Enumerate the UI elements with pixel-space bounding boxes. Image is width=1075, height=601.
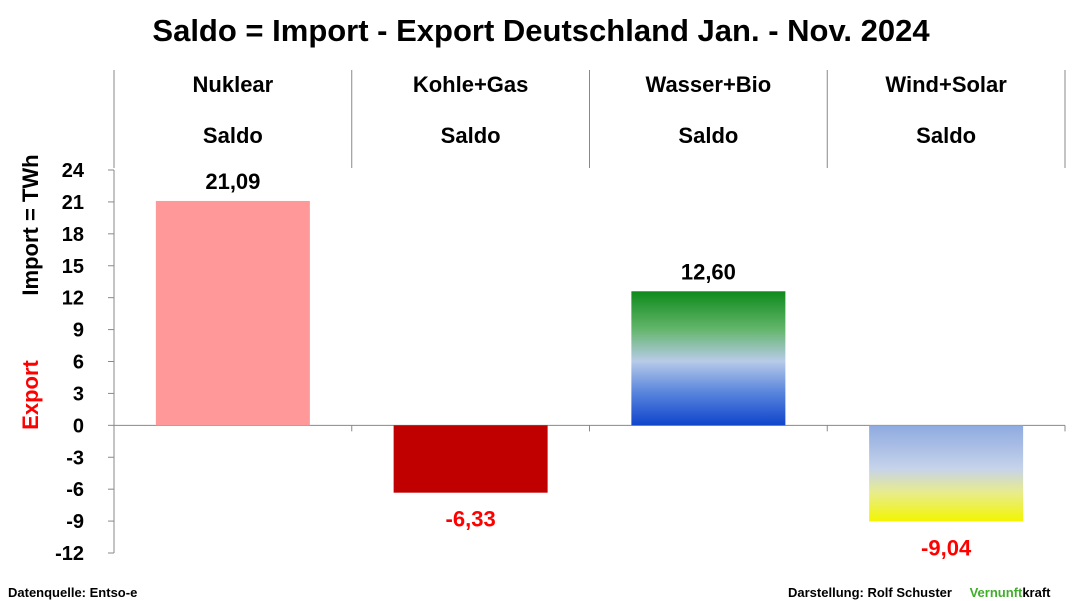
- y-tick-label: -12: [55, 543, 84, 565]
- y-tick-label: 0: [73, 415, 84, 437]
- y-tick-label: 18: [62, 224, 84, 246]
- y-tick-label: -3: [66, 447, 84, 469]
- y-axis-label-export: Export: [18, 359, 43, 429]
- y-axis: 24 21 18 15 12 9 6 3 0 -3 -6 -9 -12: [55, 160, 1066, 565]
- category-subheader: Saldo: [203, 123, 263, 148]
- footer-source: Datenquelle: Entso-e: [8, 585, 137, 600]
- category-subheader: Saldo: [916, 123, 976, 148]
- footer-credit-text: Darstellung: Rolf Schuster: [788, 585, 952, 600]
- category-header: Wasser+Bio: [646, 72, 772, 97]
- y-tick-label: -6: [66, 479, 84, 501]
- category-subheader: Saldo: [678, 123, 738, 148]
- y-tick-label: 24: [62, 160, 85, 182]
- y-tick-label: 12: [62, 288, 84, 310]
- chart-title: Saldo = Import - Export Deutschland Jan.…: [152, 13, 930, 48]
- category-header: Wind+Solar: [885, 72, 1007, 97]
- brand-logo-black: kraft: [1022, 585, 1051, 600]
- y-tick-label: 21: [62, 192, 84, 214]
- value-label: 12,60: [681, 259, 736, 284]
- y-tick-label: 3: [73, 383, 84, 405]
- footer-credit: Darstellung: Rolf Schuster Vernunftkraft: [788, 585, 1051, 600]
- value-label: -6,33: [446, 507, 496, 532]
- value-label: 21,09: [205, 169, 260, 194]
- y-tick-label: 15: [62, 256, 84, 278]
- bar-nuklear: [155, 200, 310, 426]
- category-header: Nuklear: [193, 72, 274, 97]
- brand-logo-green: Vernunft: [970, 585, 1023, 600]
- bar-kohle-gas: [393, 425, 548, 493]
- value-labels: 21,09 -6,33 12,60 -9,04: [205, 169, 972, 561]
- value-label: -9,04: [921, 536, 972, 561]
- y-tick-label: 6: [73, 352, 84, 374]
- bar-wind-solar: [869, 425, 1024, 522]
- y-tick-label: 9: [73, 320, 84, 342]
- y-tick-label: -9: [66, 511, 84, 533]
- y-axis-label-import: Import = TWh: [18, 154, 43, 295]
- category-header: Kohle+Gas: [413, 72, 529, 97]
- category-headers: Nuklear Saldo Kohle+Gas Saldo Wasser+Bio Sald…: [113, 70, 1066, 168]
- bars: [155, 200, 1024, 522]
- category-subheader: Saldo: [441, 123, 501, 148]
- bar-wasser-bio: [631, 291, 786, 426]
